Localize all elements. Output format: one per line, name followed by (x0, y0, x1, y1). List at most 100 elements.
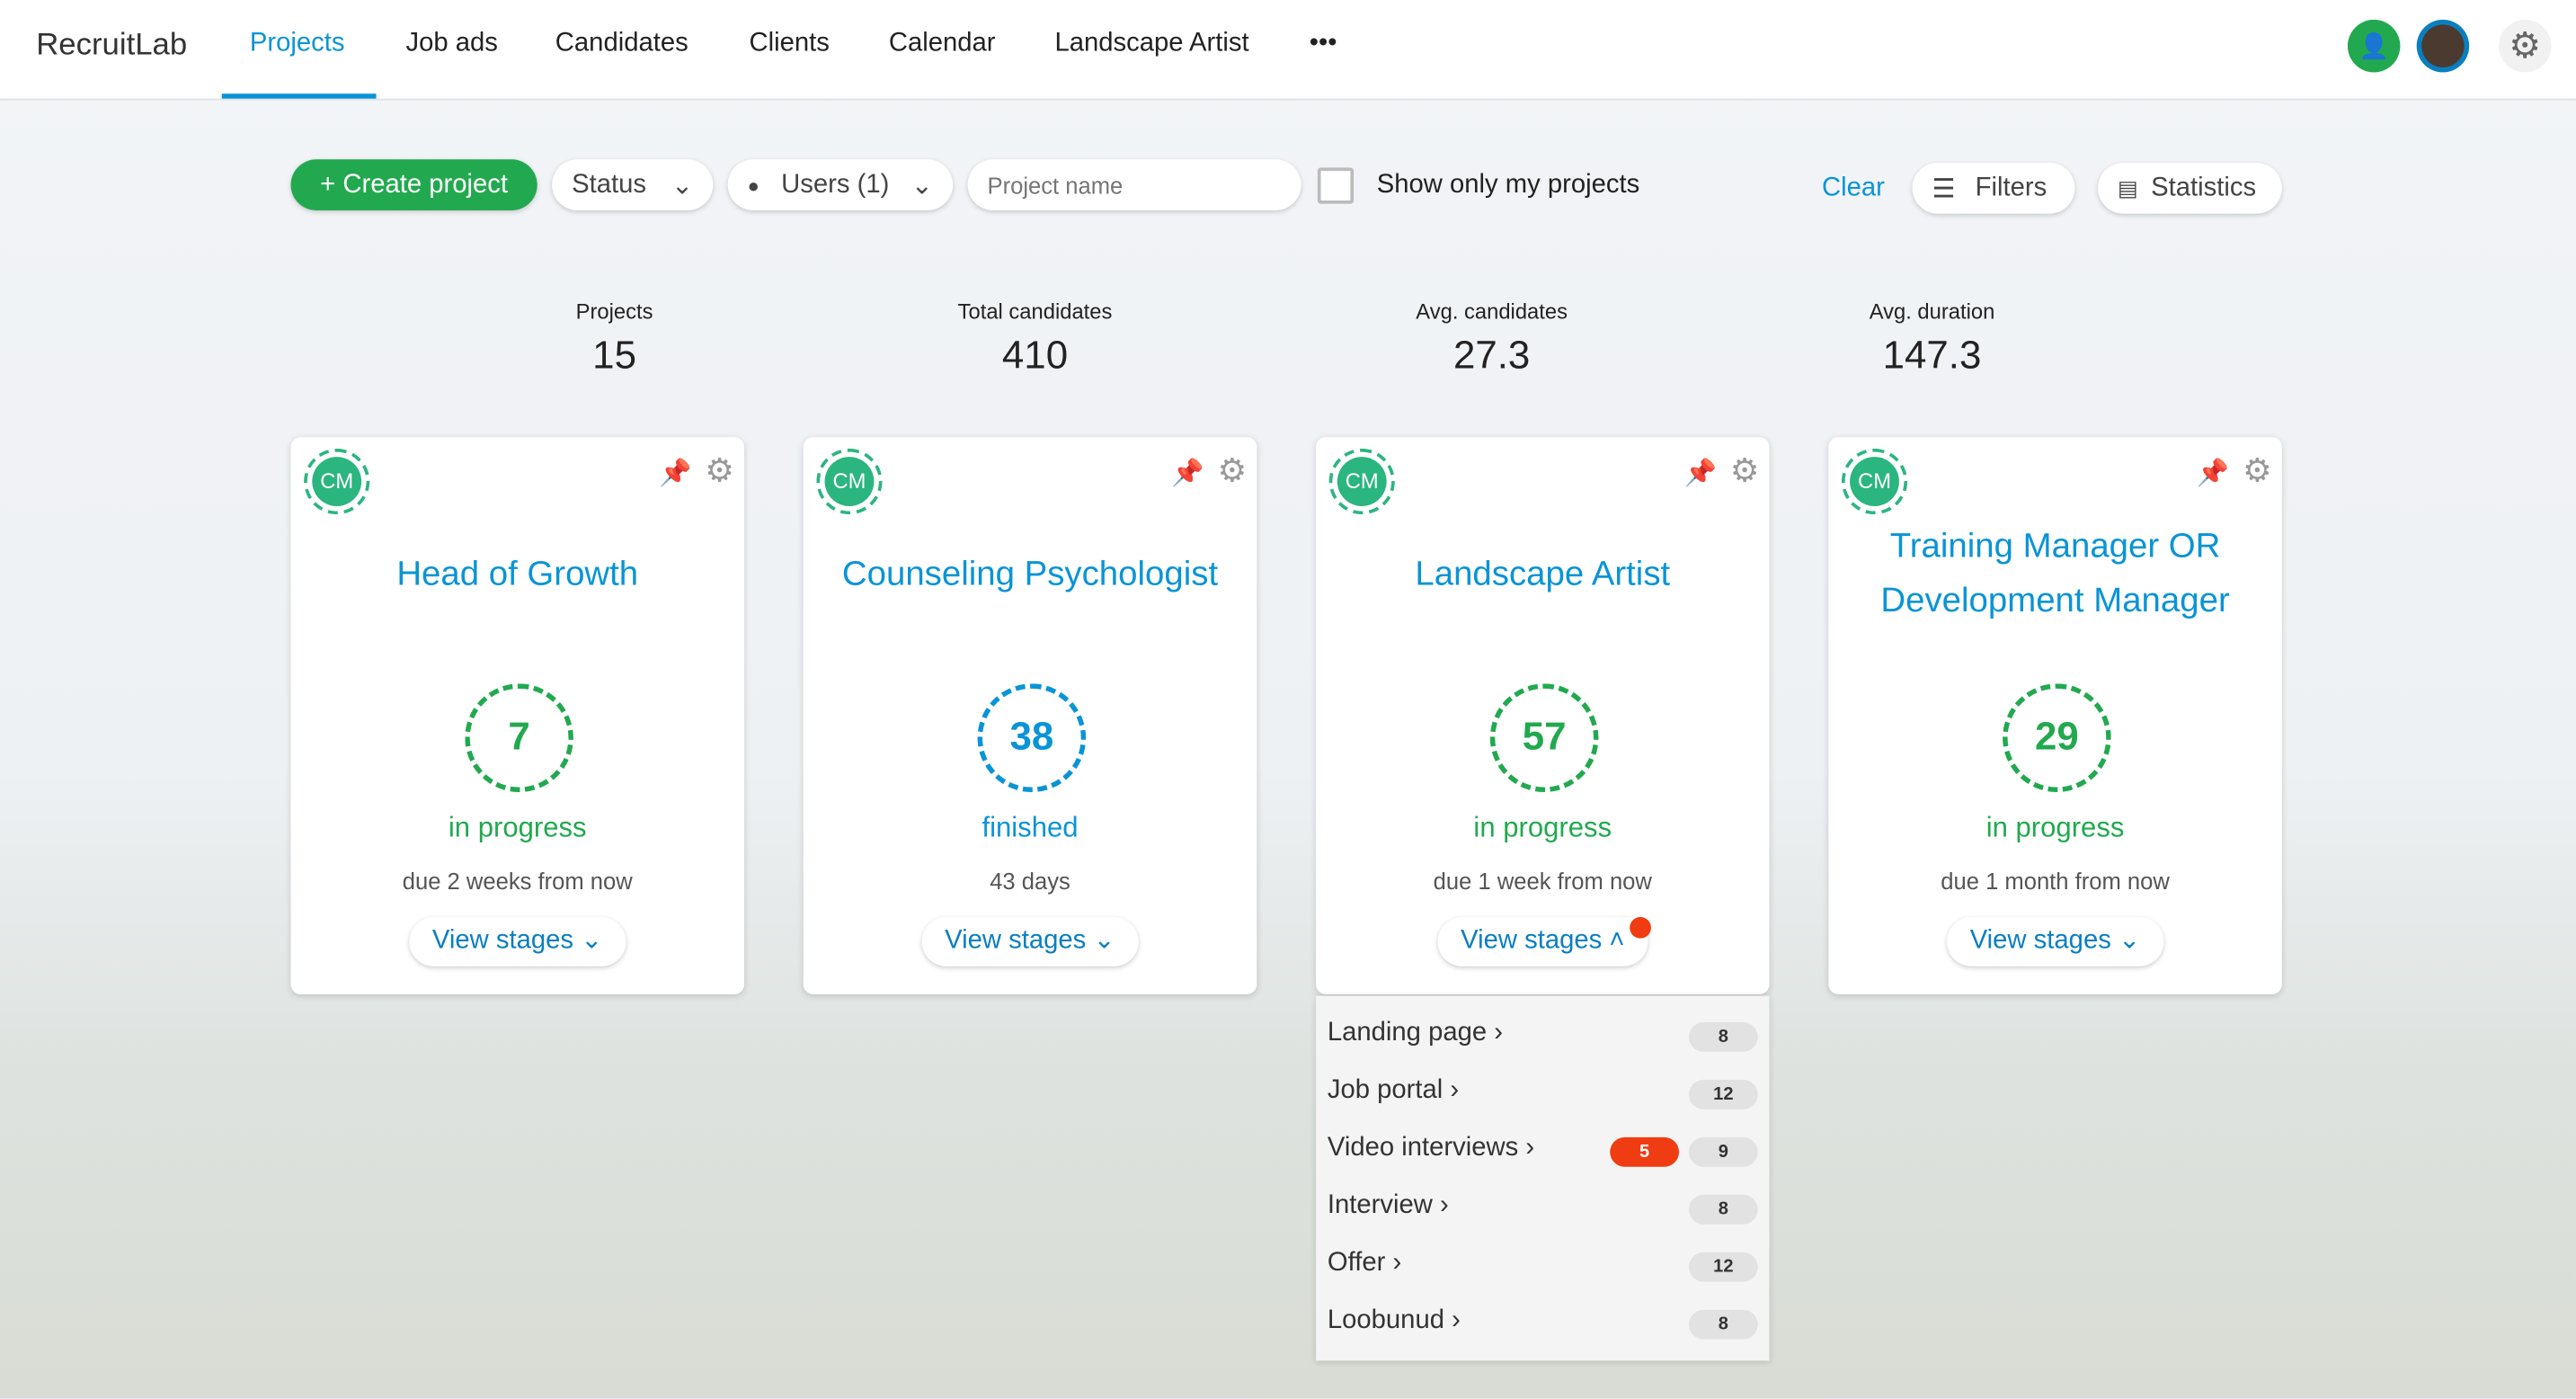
stage-count-badge: 12 (1688, 1252, 1758, 1282)
users-dropdown[interactable]: ● Users (1) ⌄ (727, 159, 954, 210)
gear-icon[interactable]: ⚙ (2499, 19, 2552, 73)
stat-value: 147.3 (1882, 334, 1982, 379)
avatar[interactable] (2416, 19, 2470, 73)
project-status: in progress (1473, 811, 1612, 843)
project-status: in progress (1985, 811, 2125, 843)
status-label: Status (572, 170, 646, 199)
gear-icon[interactable]: ⚙ (1729, 453, 1760, 490)
nav-projects[interactable]: Projects (249, 29, 345, 58)
candidate-count: 29 (2003, 683, 2111, 792)
clear-link[interactable]: Clear (1822, 174, 1885, 202)
project-card: CM 📌 ⚙ Counseling Psychologist 38 finish… (803, 437, 1257, 994)
due-text: due 1 week from now (1433, 868, 1652, 895)
statistics-label: Statistics (2151, 173, 2257, 201)
stage-count-badge: 9 (1688, 1136, 1758, 1167)
stat-value: 27.3 (1452, 334, 1531, 379)
nav-job-ads[interactable]: Job ads (405, 29, 498, 58)
owner-avatar: CM (816, 448, 883, 515)
owner-avatar: CM (1841, 448, 1908, 515)
stat-label: Avg. candidates (1416, 299, 1568, 325)
stat-avg-candidates: Avg. candidates 27.3 (1328, 299, 1657, 380)
pin-icon[interactable]: 📌 (1683, 459, 1718, 488)
filters-label: Filters (1975, 173, 2047, 201)
stage-row[interactable]: Interview › 8 (1328, 1185, 1758, 1234)
view-stages-button[interactable]: View stages ⌄ (1947, 916, 2164, 967)
sliders-icon: ☰ (1932, 174, 1956, 203)
nav-clients[interactable]: Clients (749, 29, 830, 58)
stage-name[interactable]: Landing page › (1327, 1019, 1504, 1047)
owner-initials: CM (312, 457, 362, 506)
stage-row[interactable]: Offer › 12 (1328, 1243, 1758, 1292)
nav-landscape-artist[interactable]: Landscape Artist (1054, 29, 1249, 58)
stage-row[interactable]: Loobunud › 8 (1328, 1300, 1758, 1350)
project-title[interactable]: Landscape Artist (1415, 555, 1671, 593)
nav-calendar[interactable]: Calendar (888, 29, 996, 58)
only-my-projects-label[interactable]: Show only my projects (1376, 171, 1640, 200)
owner-initials: CM (1850, 457, 1899, 506)
stage-row[interactable]: Landing page › 8 (1328, 1012, 1758, 1062)
view-stages-button[interactable]: View stages ˄ (1437, 916, 1648, 967)
stage-count-badge: 8 (1688, 1021, 1758, 1052)
project-card: CM 📌 ⚙ Head of Growth 7 in progress due … (290, 437, 744, 994)
pin-icon[interactable]: 📌 (1171, 459, 1204, 488)
view-stages-button[interactable]: View stages ⌄ (921, 916, 1139, 967)
filters-button[interactable]: ☰ Filters (1912, 162, 2075, 214)
gear-icon[interactable]: ⚙ (2243, 453, 2272, 490)
chevron-down-icon: ⌄ (671, 172, 694, 200)
candidate-count: 7 (465, 683, 573, 792)
stat-total-candidates: Total candidates 410 (871, 299, 1200, 380)
only-my-projects-checkbox[interactable] (1317, 167, 1355, 204)
stages-panel: Landing page › 8 Job portal › 12 Video i… (1316, 995, 1770, 1361)
stage-name[interactable]: Offer › (1327, 1249, 1402, 1278)
notification-dot (1630, 916, 1651, 939)
pin-icon[interactable]: 📌 (659, 459, 692, 488)
stat-value: 410 (1001, 334, 1069, 379)
top-bar: RecruitLab Projects Job ads Candidates C… (0, 0, 2576, 101)
user-icon: ● (747, 173, 759, 197)
owner-initials: CM (1337, 457, 1387, 506)
stage-name[interactable]: Job portal › (1327, 1076, 1460, 1105)
more-menu-icon[interactable]: ••• (1309, 29, 1337, 58)
stat-label: Total candidates (957, 299, 1113, 325)
project-card: CM 📌 ⚙ Landscape Artist 57 in progress d… (1316, 437, 1770, 994)
chevron-down-icon: ⌄ (910, 172, 934, 200)
candidate-count: 57 (1489, 683, 1599, 792)
add-user-icon[interactable]: 👤 (2347, 19, 2401, 73)
nav-candidates[interactable]: Candidates (555, 29, 688, 58)
create-project-button[interactable]: + Create project (290, 159, 537, 210)
due-text: due 2 weeks from now (402, 868, 633, 895)
stat-label: Avg. duration (1869, 299, 1995, 325)
status-dropdown[interactable]: Status ⌄ (552, 159, 714, 210)
stat-avg-duration: Avg. duration 147.3 (1768, 299, 2097, 380)
due-text: due 1 month from now (1941, 868, 2170, 895)
gear-icon[interactable]: ⚙ (1217, 453, 1248, 490)
project-title[interactable]: Counseling Psychologist (841, 555, 1219, 593)
statistics-button[interactable]: ▤ Statistics (2098, 162, 2282, 214)
stage-count-badge: 8 (1688, 1309, 1758, 1340)
stage-row[interactable]: Video interviews › 5 9 (1328, 1127, 1758, 1177)
stage-name[interactable]: Video interviews › (1327, 1134, 1535, 1163)
stat-label: Projects (575, 299, 653, 325)
users-label: Users (1) (781, 170, 890, 199)
stage-name[interactable]: Loobunud › (1327, 1306, 1461, 1335)
stage-row[interactable]: Job portal › 12 (1328, 1070, 1758, 1119)
logo[interactable]: RecruitLab (36, 28, 188, 63)
stat-projects: Projects 15 (450, 299, 779, 380)
due-text: 43 days (990, 868, 1070, 895)
project-title[interactable]: Training Manager OR Development Manager (1880, 527, 2230, 620)
owner-avatar: CM (304, 448, 370, 515)
stat-value: 15 (592, 334, 636, 379)
active-tab-indicator (221, 94, 377, 99)
owner-avatar: CM (1328, 448, 1395, 515)
stage-name[interactable]: Interview › (1327, 1191, 1449, 1220)
view-stages-button[interactable]: View stages ⌄ (409, 916, 626, 967)
gear-icon[interactable]: ⚙ (705, 453, 735, 490)
project-name-input[interactable] (967, 159, 1301, 210)
project-status: in progress (448, 811, 587, 843)
project-title[interactable]: Head of Growth (396, 555, 639, 593)
owner-initials: CM (824, 457, 875, 506)
stage-count-badge: 8 (1688, 1194, 1758, 1225)
project-card: CM 📌 ⚙ Training Manager OR Development M… (1828, 437, 2282, 994)
pin-icon[interactable]: 📌 (2196, 459, 2230, 488)
